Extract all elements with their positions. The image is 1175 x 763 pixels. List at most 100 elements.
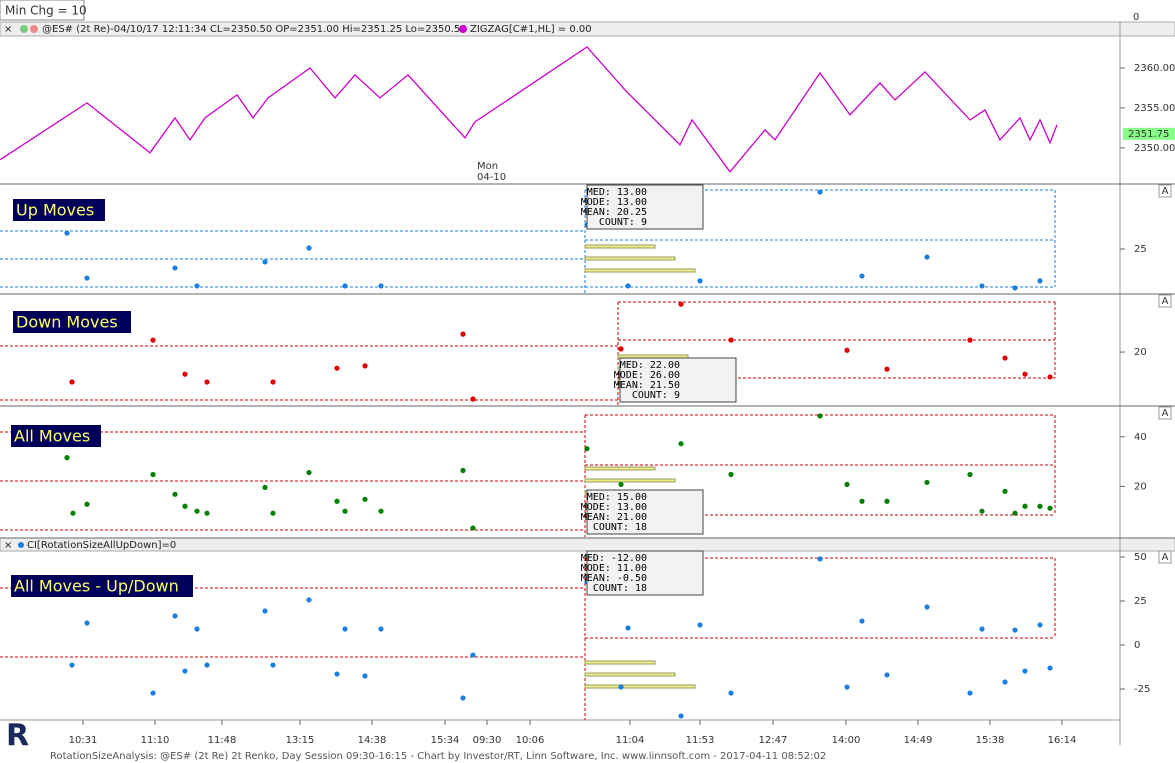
pane-title: All Moves - Up/Down <box>14 577 179 596</box>
stats-line: MEAN: 21.00 <box>581 512 647 523</box>
date-label: 04-10 <box>477 172 506 183</box>
x-tick-label: 09:30 <box>473 735 502 746</box>
y-tick-label: 20 <box>1134 481 1147 492</box>
updown-header: CI[RotationSizeAllUpDown]=0 <box>27 540 176 551</box>
point <box>618 346 624 352</box>
scale-label: A <box>1162 296 1169 307</box>
close-icon[interactable]: × <box>4 24 12 35</box>
point <box>1012 627 1018 633</box>
stats-box <box>586 550 704 596</box>
point <box>1047 665 1053 671</box>
point <box>334 671 340 677</box>
point <box>362 673 368 679</box>
point <box>84 501 90 507</box>
point <box>924 479 930 486</box>
point <box>342 508 348 514</box>
point <box>470 652 476 658</box>
point <box>817 556 823 562</box>
day-label: Mon <box>477 161 498 172</box>
point <box>172 491 178 497</box>
point <box>270 510 276 516</box>
point <box>844 684 850 690</box>
point <box>150 471 156 478</box>
point <box>172 613 178 619</box>
point <box>84 620 90 626</box>
histogram-bar <box>584 672 676 677</box>
stats-line: MEAN: -0.50 <box>581 573 647 584</box>
point <box>884 498 890 504</box>
y-tick-label: 25 <box>1134 244 1147 255</box>
point <box>618 684 624 690</box>
scale-button[interactable] <box>1158 184 1172 198</box>
y-tick-label: 2355.00 <box>1134 103 1175 114</box>
point <box>460 695 466 701</box>
point <box>64 230 70 236</box>
point <box>204 379 210 385</box>
x-tick-label: 15:38 <box>976 735 1005 746</box>
stats-line: MODE: 26.00 <box>614 370 680 381</box>
point <box>924 604 930 610</box>
scale-button[interactable] <box>1158 406 1172 420</box>
point <box>728 471 734 478</box>
histogram-bar <box>584 244 656 249</box>
point <box>306 469 312 476</box>
last-price: 2351.75 <box>1128 129 1169 140</box>
price-header: @ES# (2t Re)-04/10/17 12:11:34 CL=2350.5… <box>42 24 467 35</box>
icon <box>459 25 467 33</box>
point <box>844 481 850 488</box>
pane-label-box <box>13 311 131 333</box>
point <box>182 668 188 674</box>
logo: R <box>6 719 29 754</box>
point <box>262 608 268 614</box>
point <box>697 278 703 284</box>
min-chg-box[interactable] <box>0 0 85 21</box>
stats-line: MODE: 11.00 <box>581 563 647 574</box>
point <box>979 508 985 514</box>
stats-box <box>619 357 737 403</box>
point <box>362 363 368 369</box>
pane-label-box <box>13 199 105 221</box>
close-icon[interactable]: × <box>4 540 12 551</box>
point <box>194 626 200 632</box>
point <box>1047 374 1053 380</box>
point <box>194 283 200 289</box>
pane-title: Up Moves <box>16 201 94 220</box>
x-tick-label: 14:38 <box>358 735 387 746</box>
scale-button[interactable] <box>1158 294 1172 308</box>
point <box>979 283 985 289</box>
point <box>70 510 76 516</box>
stats-line: COUNT: 9 <box>599 217 647 228</box>
stats-box <box>586 184 704 230</box>
point <box>625 625 631 631</box>
stats-line: MED: 15.00 <box>587 492 647 503</box>
point <box>1047 505 1053 511</box>
point <box>817 189 823 195</box>
x-tick-label: 10:31 <box>69 735 98 746</box>
point <box>204 510 210 516</box>
point <box>618 481 624 488</box>
x-tick-label: 12:47 <box>759 735 788 746</box>
scale-label: A <box>1162 552 1169 563</box>
point <box>884 366 890 372</box>
pane-title: All Moves <box>14 427 90 446</box>
stats-line: MED: -12.00 <box>581 553 647 564</box>
histogram-bar <box>584 684 696 689</box>
y-tick-label: 0 <box>1134 640 1140 651</box>
y-tick-label: -25 <box>1134 684 1150 695</box>
point <box>859 273 865 279</box>
point <box>182 371 188 377</box>
scale-label: A <box>1162 408 1169 419</box>
stats-line: MED: 13.00 <box>587 187 647 198</box>
point <box>1037 503 1043 509</box>
x-tick-label: 11:04 <box>616 735 645 746</box>
footer: RotationSizeAnalysis: @ES# (2t Re) 2t Re… <box>50 751 826 762</box>
top-tick: 0 <box>1133 12 1139 23</box>
point <box>678 713 684 719</box>
scale-button[interactable] <box>1158 550 1172 564</box>
x-tick-label: 10:06 <box>516 735 545 746</box>
last-price-tag <box>1123 127 1175 140</box>
y-tick-label: 25 <box>1134 596 1147 607</box>
point <box>625 283 631 289</box>
